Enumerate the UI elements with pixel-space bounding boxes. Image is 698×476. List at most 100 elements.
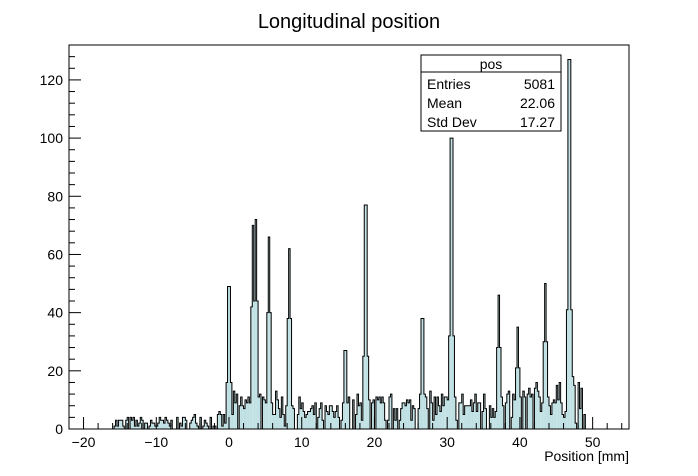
histogram-bin — [115, 420, 117, 429]
histogram-bin — [437, 397, 439, 429]
plot-frame — [68, 44, 630, 430]
histogram-bin — [327, 414, 330, 429]
histogram-bin — [566, 309, 568, 429]
histogram-bin — [581, 388, 583, 429]
histogram-bin — [434, 397, 436, 429]
histogram-bin — [207, 426, 209, 429]
histogram-bin — [279, 417, 282, 429]
histogram-bin — [130, 417, 132, 429]
histogram-bin — [243, 408, 245, 429]
chart-title: Longitudinal position — [258, 11, 440, 33]
histogram-bin — [153, 423, 155, 429]
histogram-bin — [282, 414, 285, 429]
histogram-bin — [307, 411, 309, 429]
histogram-bin — [218, 411, 221, 429]
stats-row-value: 22.06 — [520, 95, 555, 111]
histogram-bin — [355, 414, 357, 429]
histogram-bin — [559, 382, 561, 429]
histogram-bin — [131, 420, 133, 429]
histogram-bin — [170, 420, 173, 429]
histogram-bin — [367, 356, 369, 429]
histogram-bin — [262, 397, 264, 429]
histogram-bin — [567, 59, 570, 429]
histogram-bin — [197, 426, 199, 429]
histogram-bin — [159, 417, 161, 429]
histogram-bin — [345, 350, 347, 429]
histogram-bin — [314, 402, 317, 429]
histogram-bin — [234, 402, 237, 429]
histogram-bin — [384, 420, 387, 429]
histogram-bin — [359, 402, 362, 429]
histogram-bin — [364, 205, 366, 429]
histogram-bin — [290, 318, 292, 429]
x-tick-label: −20 — [72, 434, 96, 450]
y-tick-label: 0 — [55, 421, 63, 437]
histogram-bin — [233, 391, 235, 429]
histogram-bin — [573, 385, 576, 429]
histogram-bin — [291, 405, 293, 429]
histogram-bin — [269, 312, 272, 429]
histogram-bin — [226, 382, 228, 429]
histogram-bin — [458, 402, 461, 429]
histogram-bin — [444, 397, 446, 429]
histogram-bin — [412, 405, 414, 429]
histogram-bin — [322, 420, 324, 429]
histogram-bin — [467, 405, 469, 429]
y-tick-label: 120 — [40, 72, 64, 88]
histogram-bin — [255, 219, 257, 429]
histogram-bin — [240, 397, 243, 429]
histogram-bin — [569, 59, 571, 429]
histogram-bin — [246, 402, 248, 429]
histogram-bin — [485, 408, 487, 429]
x-tick-label: −10 — [144, 434, 168, 450]
histogram-bin — [266, 312, 269, 429]
histogram-bin — [236, 394, 238, 429]
histogram-bin — [447, 399, 449, 429]
histogram-bin — [320, 402, 323, 429]
histogram-bin — [274, 414, 276, 429]
histogram-bin — [220, 414, 222, 429]
histogram-bin — [431, 402, 433, 429]
histogram-bin — [540, 411, 542, 429]
histogram-bin — [378, 397, 381, 429]
histogram-bin — [185, 420, 187, 429]
histogram-bin — [281, 397, 283, 429]
histogram-bin — [217, 414, 219, 429]
histogram-bin — [352, 399, 355, 429]
histogram-bin — [361, 420, 363, 429]
histogram-bin — [371, 402, 373, 429]
histogram-bin — [326, 411, 328, 429]
histogram-bin — [489, 405, 491, 429]
histogram-bin — [553, 399, 555, 429]
histogram-bin — [221, 426, 224, 429]
histogram-bin — [278, 408, 280, 429]
x-tick-label: 20 — [367, 434, 383, 450]
histogram-bin — [474, 394, 477, 429]
histogram-bin — [189, 423, 192, 429]
histogram-bin — [380, 402, 382, 429]
histogram-bin — [195, 423, 197, 429]
histogram-bin — [524, 397, 526, 429]
histogram-bin — [454, 397, 456, 429]
histogram-bin — [245, 399, 247, 429]
histogram-bin — [122, 426, 125, 429]
histogram-bin — [333, 417, 336, 429]
histogram-bin — [268, 237, 270, 429]
histogram-bin — [426, 408, 429, 429]
histogram-bin — [284, 426, 286, 429]
histogram-bin — [141, 420, 144, 429]
histogram-bin — [470, 399, 472, 429]
histogram-bin — [263, 399, 266, 429]
histogram-bin — [422, 318, 424, 429]
histogram-bin — [473, 402, 475, 429]
histogram-bin — [118, 420, 120, 429]
histogram-bin — [463, 414, 465, 429]
y-tick-label: 100 — [40, 130, 64, 146]
histogram-bin — [272, 414, 275, 429]
histogram-bin — [265, 402, 267, 429]
histogram-bin — [242, 405, 244, 429]
histogram-bin — [342, 402, 344, 429]
stats-row-label: Std Dev — [427, 114, 477, 130]
histogram-bin — [259, 394, 261, 429]
histogram-bin — [310, 408, 312, 429]
